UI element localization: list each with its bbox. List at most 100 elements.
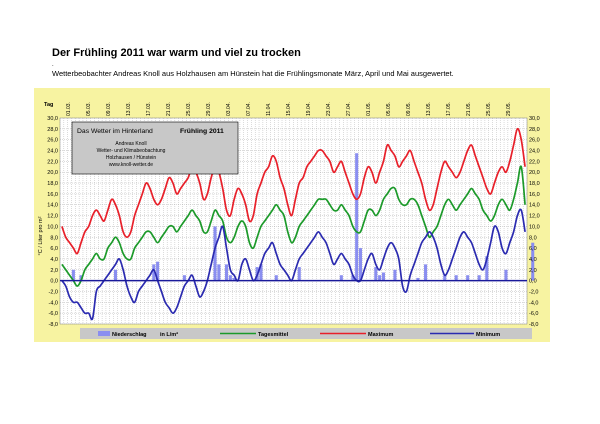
y-tick-label-right: 2,0 [529, 268, 537, 274]
y-tick-label-left: 0,0 [50, 279, 58, 285]
rain-bar [182, 275, 186, 281]
legend-tagesmittel-label: Tagesmittel [258, 332, 289, 338]
y-axis-label: °C / Liter pro m² [38, 216, 44, 255]
y-tick-label-left: -8,0 [49, 322, 58, 328]
date-label: 27.04. [346, 102, 352, 116]
y-tick-label-left: 18,0 [47, 181, 58, 187]
page-subtitle: Wetterbeobachter Andreas Knoll aus Holzh… [52, 69, 454, 78]
rain-bar [213, 226, 217, 281]
rain-bar [443, 275, 447, 281]
date-label: 07.04. [246, 102, 252, 116]
y-tick-label-right: 6,0 [529, 246, 537, 252]
rain-bar [217, 264, 221, 281]
y-tick-label-right: -6,0 [529, 311, 538, 317]
rain-bar [351, 275, 355, 281]
rain-bar [274, 275, 278, 281]
axes: 30,0 30,0 28,0 28,0 26,0 26,0 24,0 24,0 22,0 22,0… [47, 102, 539, 328]
y-tick-label-left: -6,0 [49, 311, 58, 317]
y-tick-label-right: 24,0 [529, 149, 540, 155]
y-tick-label-left: 30,0 [47, 116, 58, 122]
tag-label: Tag [44, 102, 53, 108]
date-label: 13.03. [126, 102, 132, 116]
minimum-line [61, 208, 526, 321]
date-label: 29.03. [206, 102, 212, 116]
y-tick-label-left: 8,0 [50, 235, 58, 241]
rain-bar [358, 248, 363, 281]
legend-niederschlag-label: Niederschlag [112, 332, 147, 338]
date-label: 01.05. [366, 102, 372, 116]
date-label: 09.03. [106, 102, 112, 116]
date-label: 19.04. [306, 102, 312, 116]
y-tick-label-right: -4,0 [529, 300, 538, 306]
info-box-line-3: Holzhausen / Hünstein [106, 155, 157, 161]
legend-maximum-label: Maximum [368, 332, 393, 338]
date-label: 05.03. [86, 102, 92, 116]
date-label: 09.05. [406, 102, 412, 116]
rain-bar [71, 269, 75, 281]
y-tick-label-left: 10,0 [47, 224, 58, 230]
y-tick-label-left: 12,0 [47, 214, 58, 220]
info-box-left-title: Das Wetter im Hinterland [77, 128, 153, 135]
rain-bar [381, 272, 385, 281]
y-tick-label-right: 0,0 [529, 279, 537, 285]
y-tick-label-left: -2,0 [49, 289, 58, 295]
y-tick-label-left: 2,0 [50, 268, 58, 274]
y-tick-label-right: 12,0 [529, 214, 540, 220]
date-label: 23.04. [326, 102, 332, 116]
y-tick-label-left: 16,0 [47, 192, 58, 198]
info-box-line-1: Andreas Knoll [115, 141, 146, 147]
date-label: 11.04. [266, 102, 272, 116]
y-tick-label-right: 16,0 [529, 192, 540, 198]
date-label: 25.03. [186, 102, 192, 116]
rain-bar [466, 275, 470, 281]
info-box-right-title: Frühling 2011 [180, 128, 224, 135]
rain-bar [416, 277, 420, 281]
rain-bar [378, 275, 382, 281]
rain-bar [355, 153, 359, 281]
date-label: 03.04. [226, 102, 232, 116]
date-label: 25.05. [486, 102, 492, 116]
y-tick-label-left: 20,0 [47, 170, 58, 176]
y-tick-label-left: 26,0 [47, 138, 58, 144]
date-label: 17.03. [146, 102, 152, 116]
date-label: 21.05. [466, 102, 472, 116]
legend-niederschlag-swatch [98, 331, 110, 336]
y-tick-label-right: 10,0 [529, 224, 540, 230]
rain-bar [232, 277, 236, 281]
y-tick-label-right: 4,0 [529, 257, 537, 263]
y-tick-label-left: 28,0 [47, 127, 58, 133]
rain-bar [259, 264, 263, 281]
y-tick-label-left: -4,0 [49, 300, 58, 306]
rain-bar [374, 267, 378, 281]
y-tick-label-right: 18,0 [529, 181, 540, 187]
y-tick-label-right: 22,0 [529, 159, 540, 165]
date-label: 15.04. [286, 102, 292, 116]
rain-bar [228, 275, 232, 281]
date-label: 29.05. [506, 102, 512, 116]
temperature-lines [61, 127, 526, 321]
title-separator-dot: . [52, 62, 54, 68]
y-tick-label-left: 22,0 [47, 159, 58, 165]
y-tick-label-left: 24,0 [47, 149, 58, 155]
date-label: 01.03. [66, 102, 72, 116]
rain-bar [224, 264, 229, 281]
rain-bar [477, 275, 481, 281]
info-box-line-4: www.knoll-wetter.de [109, 162, 153, 168]
y-tick-label-right: 30,0 [529, 116, 540, 122]
rain-bar [504, 269, 508, 281]
date-label: 13.05. [426, 102, 432, 116]
legend: Niederschlag in L/m² Tagesmittel Maximum… [80, 328, 532, 339]
date-label: 05.05. [386, 102, 392, 116]
tagesmittel-line [61, 165, 526, 287]
maximum-line [61, 127, 526, 255]
rain-bar [152, 264, 156, 281]
rain-bar [454, 275, 458, 281]
rain-bar [297, 267, 301, 281]
info-box: Das Wetter im Hinterland Frühling 2011 A… [71, 121, 239, 175]
legend-background [80, 328, 532, 339]
page-title: Der Frühling 2011 war warm und viel zu t… [52, 47, 301, 59]
rain-bar [339, 275, 343, 281]
info-box-background [71, 121, 239, 175]
rain-bar [485, 256, 489, 281]
